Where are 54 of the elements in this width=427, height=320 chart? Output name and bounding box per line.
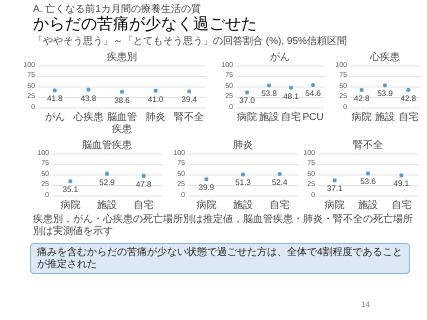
data-label: 41.8: [46, 94, 64, 104]
x-tick-label: がん: [44, 112, 66, 124]
data-label: 54.6: [304, 89, 322, 98]
data-label: 49.1: [392, 179, 410, 189]
x-tick-label: 病院: [195, 200, 218, 212]
x-tick-label: 腎不全: [173, 112, 206, 124]
chart-title: 腎不全: [353, 140, 383, 151]
data-label: 53.8: [260, 89, 278, 99]
data-label: 52.4: [270, 178, 288, 188]
x-tick-label: PCU: [302, 112, 324, 124]
x-tick-label: 病院: [59, 200, 82, 212]
data-label: 51.3: [234, 178, 252, 188]
text: 14: [360, 300, 370, 310]
x-tick-label: 施設: [374, 112, 396, 124]
chart-title: 脳血管疾患: [82, 140, 132, 151]
x-tick-label: 病院: [350, 112, 373, 124]
data-label: 53.9: [376, 89, 394, 99]
x-tick-label: 自宅: [390, 200, 412, 212]
data-label: 52.9: [98, 178, 116, 187]
text: 疾患別，がん・心疾患の死亡場所別は推定値，脳血管疾患・肺炎・腎不全の死亡場所別は実測値を示す: [33, 214, 413, 237]
chart-title: 疾患別: [107, 52, 137, 63]
x-tick-label: 病院: [324, 200, 346, 212]
x-tick-label: 自宅: [397, 112, 420, 124]
text: 痛みを含むからだの苦痛が少ない状態で過ごせた方は、全体で4割程度であることが推定された: [30, 243, 410, 274]
x-tick-label: 施設: [258, 112, 280, 124]
chart-title: がん: [270, 52, 290, 63]
data-label: 35.1: [62, 185, 80, 194]
x-tick-label: 施設: [356, 200, 379, 212]
data-label: 37.1: [326, 184, 344, 194]
data-label: 38.6: [113, 96, 131, 105]
text: 「ややそう思う」～「とてもそう思う」の回答割合 (%), 95%信頼区間: [33, 36, 348, 48]
x-tick-label: 施設: [96, 200, 118, 212]
x-tick-label: 自宅: [132, 200, 155, 212]
data-label: 43.8: [80, 94, 98, 103]
data-label: 39.9: [198, 183, 216, 192]
x-tick-label: 心疾患: [72, 112, 104, 124]
data-label: 42.8: [400, 94, 418, 104]
x-tick-label: 肺炎: [144, 112, 167, 124]
data-label: 39.4: [180, 95, 198, 105]
data-label: 48.1: [282, 92, 300, 101]
chart-title: 肺炎: [233, 140, 253, 151]
x-tick-label: 病院: [236, 112, 258, 124]
data-label: 41.0: [146, 94, 164, 104]
x-tick-label: 自宅: [268, 200, 291, 212]
text: A. 亡くなる前1カ月間の療養生活の質: [33, 4, 202, 16]
data-label: 53.6: [359, 177, 377, 187]
data-label: 47.8: [134, 180, 152, 190]
data-label: 37.0: [238, 96, 256, 106]
chart-title: 心疾患: [370, 52, 400, 63]
x-tick-label: 脳血管疾患: [106, 112, 138, 135]
data-label: 42.8: [352, 94, 370, 104]
x-tick-label: 施設: [232, 200, 254, 212]
text: からだの苦痛が少なく過ごせた: [33, 16, 258, 34]
x-tick-label: 自宅: [280, 112, 302, 124]
